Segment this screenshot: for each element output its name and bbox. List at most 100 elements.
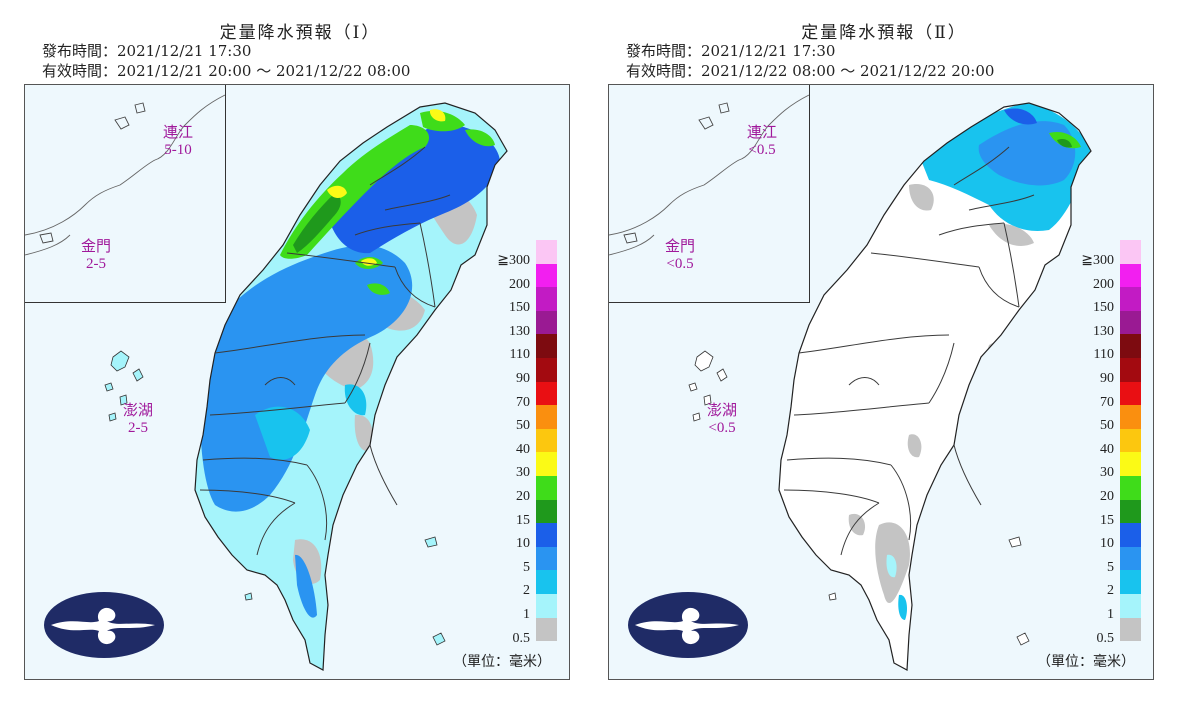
legend-swatch (536, 546, 557, 571)
legend-label: 20 (1100, 488, 1114, 504)
legend-swatch (1120, 405, 1141, 429)
legend-row: 150 (497, 287, 557, 315)
legend-row: 50 (1081, 405, 1141, 433)
legend-label: 70 (516, 394, 530, 410)
valid-time: 有效時間：2021/12/21 20:00 ～ 2021/12/22 08:00 (42, 62, 411, 80)
legend-swatch (536, 499, 557, 524)
legend-swatch (1120, 570, 1141, 594)
penghu-value: 2-5 (128, 420, 148, 436)
legend-label: 90 (516, 370, 530, 386)
legend-row: 130 (1081, 310, 1141, 338)
legend-label: 5 (523, 559, 530, 575)
legend-row: 110 (1081, 334, 1141, 362)
legend-label: 70 (1100, 394, 1114, 410)
legend-swatch (536, 593, 557, 618)
legend-swatch (1120, 240, 1141, 264)
legend-row: 15 (497, 499, 557, 527)
legend-swatch (536, 240, 557, 264)
legend-swatch (536, 381, 557, 406)
legend-row: 10 (1081, 523, 1141, 551)
legend-label: 20 (516, 488, 530, 504)
valid-time: 有效時間：2021/12/22 08:00 ～ 2021/12/22 20:00 (626, 62, 995, 80)
cwb-logo-icon (44, 592, 164, 658)
issue-time: 發布時間：2021/12/21 17:30 (626, 42, 836, 60)
unit-label: （單位：毫米） (453, 654, 551, 670)
legend-label: ≧300 (497, 253, 530, 268)
rainfall-legend: ≧300 200 150 130 110 90 70 50 40 30 20 15 10 5 2 1 0.5 (1081, 240, 1141, 645)
legend-swatch (1120, 546, 1141, 571)
legend-row: 50 (497, 405, 557, 433)
legend-label: 30 (516, 465, 530, 481)
qpf-panel-2: 定量降水預報（Ⅱ） 發布時間：2021/12/21 17:30 有效時間：202… (604, 0, 1164, 704)
legend-row: 20 (497, 475, 557, 503)
legend-row: 150 (1081, 287, 1141, 315)
legend-swatch (536, 334, 557, 358)
legend-row: 1 (1081, 593, 1141, 621)
legend-row: 5 (1081, 546, 1141, 574)
legend-swatch (1120, 593, 1141, 618)
legend-label: 15 (1100, 512, 1114, 528)
penghu-label: 澎湖 <0.5 (707, 403, 737, 437)
penghu-label: 澎湖 2-5 (123, 403, 153, 437)
legend-row: 90 (1081, 357, 1141, 385)
legend-row: 0.5 (497, 617, 557, 645)
issue-time: 發布時間：2021/12/21 17:30 (42, 42, 252, 60)
penghu-value: <0.5 (708, 420, 736, 436)
legend-label: 30 (1100, 465, 1114, 481)
legend-label: 90 (1100, 370, 1114, 386)
legend-row: 15 (1081, 499, 1141, 527)
kinmen-name: 金門 (81, 239, 112, 255)
legend-row: 130 (497, 310, 557, 338)
legend-label: 5 (1107, 559, 1114, 575)
legend-swatch (1120, 475, 1141, 500)
legend-label: 110 (1093, 347, 1114, 363)
legend-swatch (1120, 287, 1141, 311)
legend-label: 130 (1093, 323, 1114, 339)
unit-label: （單位：毫米） (1037, 654, 1135, 670)
legend-swatch (1120, 499, 1141, 524)
kinmen-label: 金門 <0.5 (665, 239, 695, 273)
legend-row: 10 (497, 523, 557, 551)
legend-label: 1 (1107, 606, 1114, 622)
legend-label: 10 (1100, 536, 1114, 552)
kinmen-value: 2-5 (86, 256, 106, 272)
legend-row: 30 (1081, 452, 1141, 480)
matsu-value: <0.5 (748, 142, 776, 158)
legend-label: 130 (509, 323, 530, 339)
legend-swatch (1120, 310, 1141, 335)
rainfall-legend: ≧300 200 150 130 110 90 70 50 40 30 20 15 10 5 2 1 0.5 (497, 240, 557, 645)
legend-label: 40 (516, 441, 530, 457)
legend-swatch (536, 310, 557, 335)
legend-swatch (1120, 334, 1141, 358)
legend-swatch (1120, 452, 1141, 476)
penghu-name: 澎湖 (707, 403, 738, 419)
legend-label: 0.5 (1096, 630, 1115, 646)
rainfall-map: 連江 <0.5 金門 <0.5 澎湖 <0.5 ≧300 200 150 130 110… (608, 84, 1154, 680)
legend-swatch (1120, 263, 1141, 288)
panel-title: 定量降水預報（Ⅰ） (219, 23, 381, 43)
rainfall-map: 連江 5-10 金門 2-5 澎湖 2-5 ≧300 200 150 130 110 90… (24, 84, 570, 680)
matsu-value: 5-10 (164, 142, 192, 158)
panel-title: 定量降水預報（Ⅱ） (801, 23, 967, 43)
legend-swatch (536, 357, 557, 382)
legend-swatch (536, 523, 557, 547)
legend-swatch (536, 452, 557, 476)
legend-label: 0.5 (512, 630, 531, 646)
legend-label: 50 (516, 418, 530, 434)
legend-swatch (536, 428, 557, 453)
legend-row: 5 (497, 546, 557, 574)
legend-swatch (1120, 523, 1141, 547)
legend-row: 20 (1081, 475, 1141, 503)
offshore-inset: 連江 5-10 金門 2-5 (25, 85, 226, 303)
legend-swatch (1120, 428, 1141, 453)
legend-row: 30 (497, 452, 557, 480)
legend-row: 70 (1081, 381, 1141, 409)
legend-label: 50 (1100, 418, 1114, 434)
cwb-logo-icon (628, 592, 748, 658)
legend-row: 1 (497, 593, 557, 621)
legend-label: 2 (1107, 583, 1114, 599)
legend-row: 110 (497, 334, 557, 362)
legend-label: 40 (1100, 441, 1114, 457)
legend-swatch (536, 287, 557, 311)
legend-row: 200 (1081, 263, 1141, 291)
